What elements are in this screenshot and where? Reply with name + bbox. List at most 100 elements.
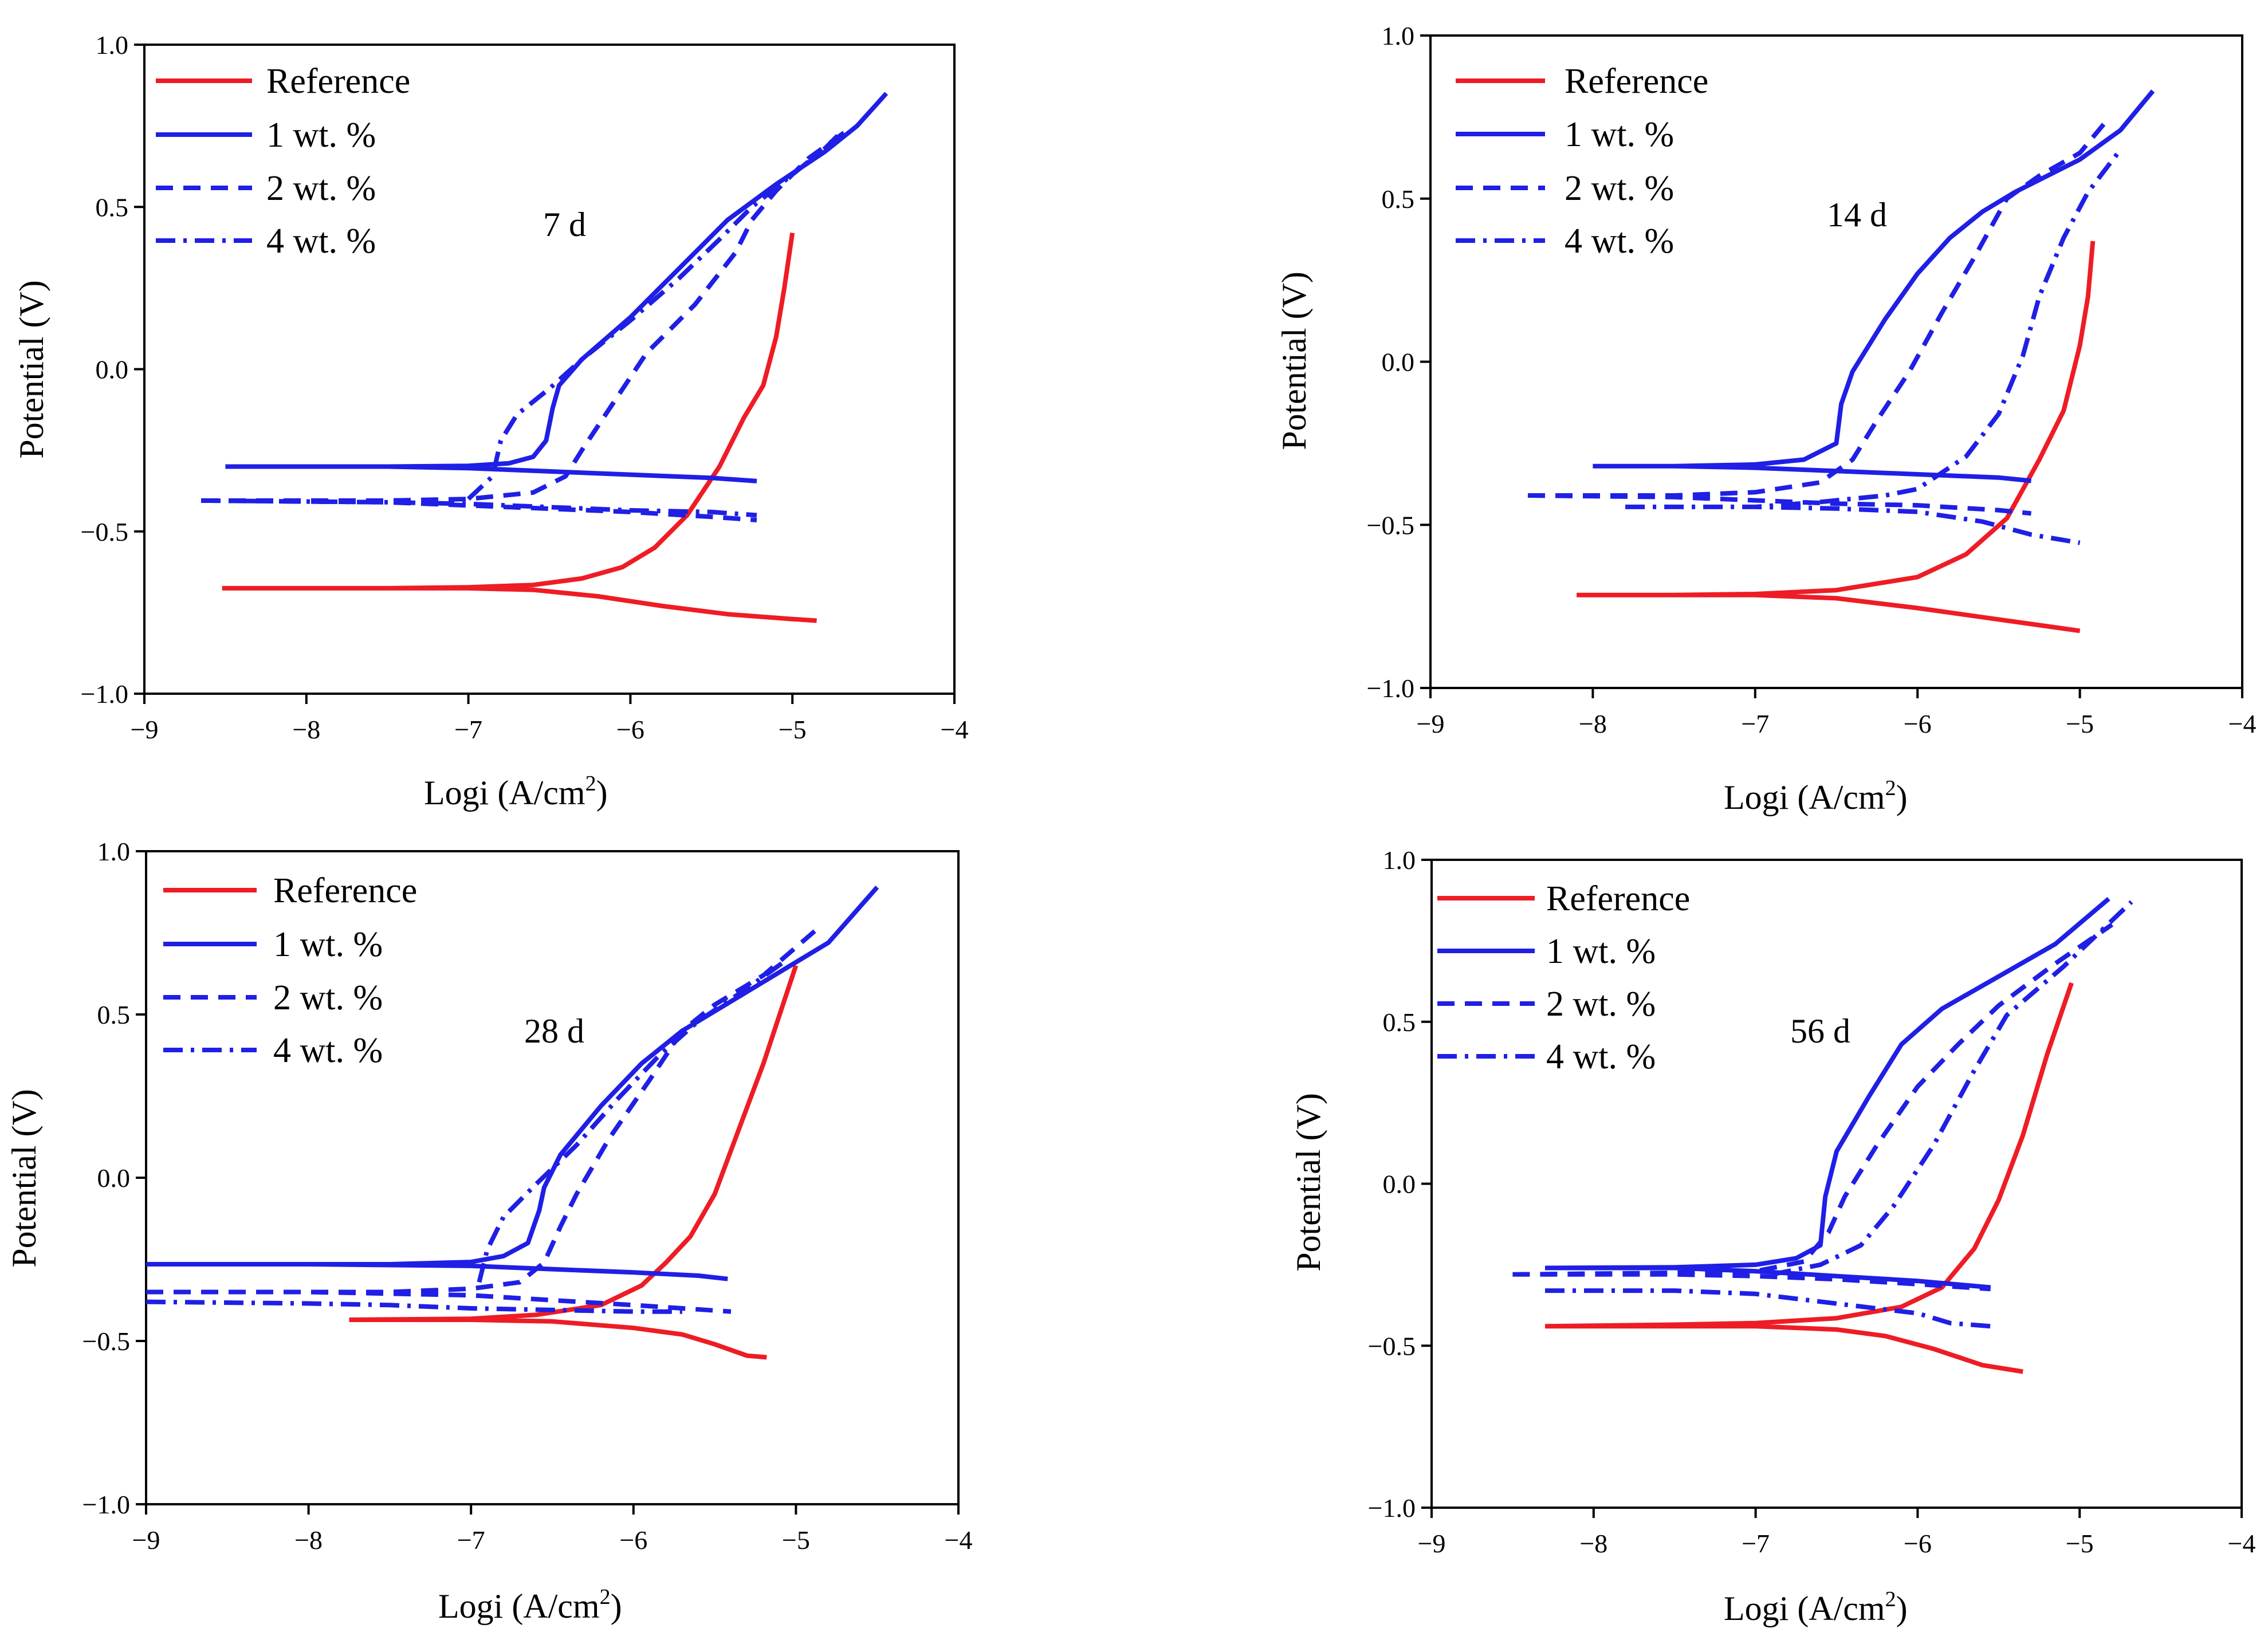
legend-label-1wt: 1 wt. %	[1565, 115, 1674, 154]
annotation-56d: 56 d	[1790, 1012, 1850, 1050]
legend-label-4wt: 4 wt. %	[1565, 222, 1674, 261]
y-tick-label: 1.0	[96, 30, 129, 60]
y-tick-label: −0.5	[81, 517, 128, 546]
x-tick-label: −5	[779, 715, 807, 744]
y-tick-label: 1.0	[1383, 845, 1416, 875]
legend-label-4wt: 4 wt. %	[1546, 1037, 1656, 1076]
x-tick-label: −6	[616, 715, 644, 744]
tick-group: −9 −8 −7 −6 −5 −4 −1.0 −0.5 0.0 0.5 1.0	[82, 837, 973, 1555]
series-line-reference	[1577, 241, 2096, 634]
plot-frame	[145, 850, 960, 1505]
annotation-7d: 7 d	[543, 206, 586, 243]
series-line-2-wt-	[146, 925, 822, 1314]
x-tick-label: −5	[2066, 1529, 2094, 1558]
legend-label-2wt: 2 wt. %	[266, 169, 376, 208]
x-axis-label: Logi (A/cm2)	[1724, 776, 1908, 816]
annotation-14d: 14 d	[1827, 196, 1887, 234]
legend-label-reference: Reference	[1565, 62, 1708, 101]
y-tick-label: 0.5	[1382, 184, 1415, 214]
legend-label-4wt: 4 wt. %	[266, 222, 376, 261]
series-line-reference	[222, 233, 817, 623]
data-group	[1527, 89, 2155, 634]
legend: Reference 1 wt. % 2 wt. % 4 wt. %	[163, 871, 417, 1070]
y-axis-label: Potential (V)	[5, 1089, 43, 1268]
x-tick-label: −7	[457, 1525, 485, 1555]
series-line-4-wt-	[1625, 148, 2122, 545]
series-line-4-wt-	[201, 131, 843, 518]
x-tick-label: −5	[782, 1525, 810, 1555]
x-tick-label: −4	[2228, 1529, 2256, 1558]
tick-group: −9 −8 −7 −6 −5 −4 −1.0 −0.5 0.0 0.5 1.0	[81, 30, 969, 744]
y-tick-label: 0.5	[1383, 1008, 1416, 1037]
x-tick-label: −9	[1418, 1529, 1446, 1558]
legend-label-2wt: 2 wt. %	[1546, 985, 1656, 1024]
legend: Reference 1 wt. % 2 wt. % 4 wt. %	[156, 62, 410, 261]
x-tick-label: −4	[2228, 709, 2257, 738]
x-tick-label: −6	[619, 1525, 647, 1555]
y-tick-label: −1.0	[82, 1490, 130, 1519]
data-group	[146, 886, 879, 1360]
y-tick-label: 0.0	[97, 1163, 131, 1193]
legend: Reference 1 wt. % 2 wt. % 4 wt. %	[1456, 62, 1708, 261]
tick-group: −9 −8 −7 −6 −5 −4 −1.0 −0.5 0.0 0.5 1.0	[1367, 21, 2257, 738]
data-group	[201, 92, 889, 623]
y-tick-label: 0.0	[1382, 348, 1415, 377]
chart-panel-14d: −9 −8 −7 −6 −5 −4 −1.0 −0.5 0.0 0.5 1.0 14 d Refer…	[1275, 21, 2257, 816]
legend-label-1wt: 1 wt. %	[273, 925, 383, 964]
legend: Reference 1 wt. % 2 wt. % 4 wt. %	[1437, 879, 1690, 1076]
y-tick-label: 0.0	[1383, 1170, 1416, 1199]
x-tick-label: −6	[1904, 709, 1932, 738]
x-tick-label: −6	[1904, 1529, 1932, 1558]
legend-label-2wt: 2 wt. %	[273, 978, 383, 1017]
x-tick-label: −9	[1417, 709, 1445, 738]
x-tick-label: −7	[1741, 709, 1769, 738]
x-tick-label: −9	[131, 715, 159, 744]
y-axis-label: Potential (V)	[13, 280, 50, 459]
y-tick-label: 0.5	[96, 192, 129, 222]
series-line-2-wt-	[1527, 122, 2106, 516]
chart-panel-56d: −9 −8 −7 −6 −5 −4 −1.0 −0.5 0.0 0.5 1.0 56 d Refer…	[1290, 845, 2256, 1627]
x-tick-label: −4	[941, 715, 969, 744]
x-tick-label: −8	[1579, 1529, 1607, 1558]
y-tick-label: −0.5	[1368, 1331, 1416, 1360]
y-axis-label: Potential (V)	[1290, 1093, 1327, 1272]
y-tick-label: −1.0	[1368, 1493, 1416, 1523]
x-tick-label: −7	[454, 715, 482, 744]
x-axis-label: Logi (A/cm2)	[438, 1585, 622, 1625]
y-tick-label: −0.5	[1367, 510, 1414, 540]
chart-panel-7d: −9 −8 −7 −6 −5 −4 −1.0 −0.5 0.0 0.5 1.0 7 d Refere…	[13, 30, 969, 812]
legend-label-reference: Reference	[273, 871, 417, 910]
y-tick-label: 0.5	[97, 1000, 131, 1029]
series-line-1-wt-	[1544, 896, 2110, 1290]
series-line-reference	[1544, 982, 2074, 1374]
series-line-4-wt-	[1545, 900, 2133, 1329]
y-tick-label: −0.5	[82, 1327, 130, 1356]
y-axis-label: Potential (V)	[1275, 272, 1313, 450]
legend-label-2wt: 2 wt. %	[1565, 169, 1674, 208]
y-tick-label: 0.0	[96, 355, 129, 384]
legend-label-4wt: 4 wt. %	[273, 1031, 383, 1070]
legend-label-reference: Reference	[1546, 879, 1690, 918]
annotation-28d: 28 d	[524, 1012, 584, 1050]
x-tick-label: −4	[945, 1525, 973, 1555]
tick-group: −9 −8 −7 −6 −5 −4 −1.0 −0.5 0.0 0.5 1.0	[1368, 845, 2256, 1558]
series-line-4-wt-	[146, 957, 789, 1314]
x-tick-label: −8	[294, 1525, 323, 1555]
data-group	[1512, 896, 2133, 1374]
series-line-1-wt-	[146, 886, 879, 1281]
x-tick-label: −8	[292, 715, 320, 744]
y-tick-label: −1.0	[81, 679, 128, 709]
y-tick-label: 1.0	[97, 837, 131, 866]
x-tick-label: −5	[2066, 709, 2094, 738]
x-tick-label: −7	[1742, 1529, 1770, 1558]
x-tick-label: −9	[132, 1525, 160, 1555]
legend-label-1wt: 1 wt. %	[266, 116, 376, 155]
series-line-2-wt-	[201, 127, 851, 522]
series-line-reference	[349, 965, 799, 1360]
x-axis-label: Logi (A/cm2)	[424, 772, 608, 812]
x-tick-label: −8	[1579, 709, 1607, 738]
chart-panel-28d: −9 −8 −7 −6 −5 −4 −1.0 −0.5 0.0 0.5 1.0 28 d Refer…	[5, 837, 973, 1625]
series-line-1-wt-	[1593, 89, 2155, 483]
x-axis-label: Logi (A/cm2)	[1724, 1587, 1908, 1627]
